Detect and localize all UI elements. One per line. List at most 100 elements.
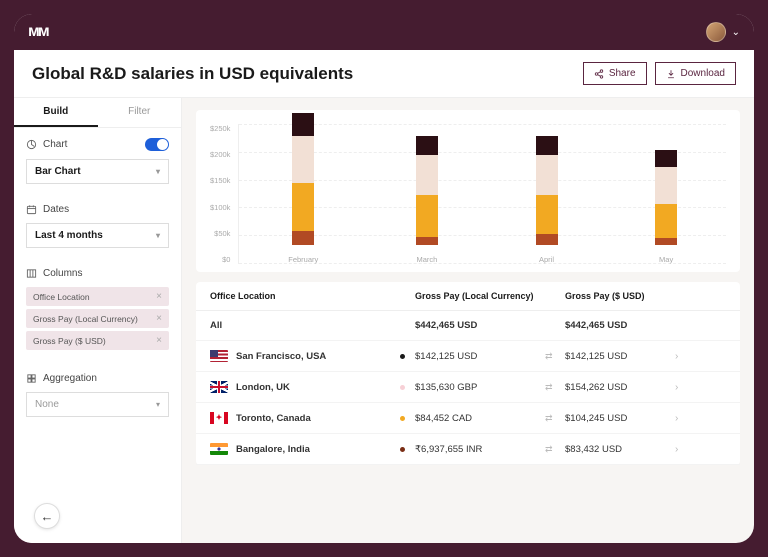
col-location: Office Location	[210, 291, 400, 301]
chart-type-select[interactable]: Bar Chart▾	[26, 159, 169, 184]
col-usd: Gross Pay ($ USD)	[565, 291, 675, 301]
bar-segment	[655, 204, 677, 239]
share-button[interactable]: Share	[583, 62, 647, 85]
bar-segment	[292, 136, 314, 184]
remove-chip-icon[interactable]: ×	[156, 313, 162, 324]
sidebar-tabs: Build Filter	[14, 98, 181, 128]
section-dates: Dates Last 4 months▾	[14, 194, 181, 258]
table-header: Office Location Gross Pay (Local Currenc…	[196, 282, 740, 311]
chevron-down-icon: ⌄	[732, 27, 740, 38]
column-chip[interactable]: Gross Pay (Local Currency)×	[26, 309, 169, 328]
swap-icon: ⇄	[545, 382, 565, 393]
salary-table: Office Location Gross Pay (Local Currenc…	[196, 282, 740, 465]
bar-stack[interactable]	[536, 136, 558, 245]
bar-segment	[416, 136, 438, 156]
swap-icon: ⇄	[545, 413, 565, 424]
swap-icon: ⇄	[545, 351, 565, 362]
cell-local: ₹6,937,655 INR	[415, 444, 545, 455]
cell-usd: $83,432 USD	[565, 444, 675, 455]
remove-chip-icon[interactable]: ×	[156, 335, 162, 346]
column-chip[interactable]: Gross Pay ($ USD)×	[26, 331, 169, 350]
section-columns: Columns Office Location×Gross Pay (Local…	[14, 258, 181, 363]
ytick: $0	[222, 255, 230, 264]
ytick: $250k	[210, 124, 230, 133]
col-local: Gross Pay (Local Currency)	[415, 291, 545, 301]
bar-segment	[655, 238, 677, 245]
chart-icon	[26, 139, 37, 150]
download-button[interactable]: Download	[655, 62, 736, 85]
chevron-right-icon: ›	[675, 413, 690, 424]
table-row[interactable]: ✦Toronto, Canada $84,452 CAD ⇄ $104,245 …	[196, 403, 740, 434]
cell-local: $135,630 GBP	[415, 382, 545, 393]
chart-yaxis: $250k$200k$150k$100k$50k$0	[210, 124, 238, 264]
remove-chip-icon[interactable]: ×	[156, 291, 162, 302]
series-dot	[400, 385, 415, 390]
cell-usd: $104,245 USD	[565, 413, 675, 424]
ytick: $200k	[210, 150, 230, 159]
share-icon	[594, 69, 604, 79]
xlabel: March	[416, 255, 437, 264]
chevron-down-icon: ▾	[156, 231, 160, 240]
table-row[interactable]: Bangalore, India ₹6,937,655 INR ⇄ $83,43…	[196, 434, 740, 465]
bar-stack[interactable]	[655, 150, 677, 245]
chevron-down-icon: ▾	[156, 400, 160, 409]
bar-column: March	[416, 136, 438, 264]
table-row[interactable]: San Francisco, USA $142,125 USD ⇄ $142,1…	[196, 341, 740, 372]
bar-segment	[536, 234, 558, 245]
chart-card: $250k$200k$150k$100k$50k$0 FebruaryMarch…	[196, 110, 740, 272]
cell-local: $84,452 CAD	[415, 413, 545, 424]
bar-segment	[416, 237, 438, 245]
bar-segment	[536, 155, 558, 194]
chevron-right-icon: ›	[675, 351, 690, 362]
cell-usd: $142,125 USD	[565, 351, 675, 362]
header-actions: Share Download	[583, 62, 736, 85]
bar-column: April	[536, 136, 558, 264]
page-title: Global R&D salaries in USD equivalents	[32, 64, 353, 84]
sidebar: Build Filter Chart Bar Chart▾ Dates Last…	[14, 98, 182, 543]
xlabel: May	[659, 255, 673, 264]
swap-icon: ⇄	[545, 444, 565, 455]
chart-toggle[interactable]	[145, 138, 169, 151]
cell-local: $142,125 USD	[415, 351, 545, 362]
date-range-select[interactable]: Last 4 months▾	[26, 223, 169, 248]
aggregation-select[interactable]: None▾	[26, 392, 169, 417]
download-icon	[666, 69, 676, 79]
tab-build[interactable]: Build	[14, 98, 98, 127]
cell-location: Bangalore, India	[210, 443, 400, 455]
cell-location: San Francisco, USA	[210, 350, 400, 362]
chart-plot: FebruaryMarchAprilMay	[238, 124, 726, 264]
bar-segment	[416, 195, 438, 237]
bar-column: May	[655, 150, 677, 264]
page-header: Global R&D salaries in USD equivalents S…	[14, 50, 754, 98]
topbar: ᴍᴍ ⌄	[14, 14, 754, 50]
column-chip[interactable]: Office Location×	[26, 287, 169, 306]
series-dot	[400, 354, 415, 359]
bar-stack[interactable]	[292, 113, 314, 245]
chevron-right-icon: ›	[675, 382, 690, 393]
bar-stack[interactable]	[416, 136, 438, 245]
chevron-down-icon: ▾	[156, 167, 160, 176]
tab-filter[interactable]: Filter	[98, 98, 182, 127]
bar-segment	[292, 113, 314, 135]
bar-segment	[536, 136, 558, 156]
section-chart: Chart Bar Chart▾	[14, 128, 181, 194]
bar-segment	[536, 195, 558, 234]
xlabel: April	[539, 255, 554, 264]
user-menu[interactable]: ⌄	[706, 22, 740, 42]
bar-segment	[655, 167, 677, 203]
series-dot	[400, 416, 415, 421]
chevron-right-icon: ›	[675, 444, 690, 455]
table-row-all[interactable]: All $442,465 USD $442,465 USD	[196, 311, 740, 341]
ytick: $50k	[214, 229, 230, 238]
cell-location: London, UK	[210, 381, 400, 393]
table-row[interactable]: London, UK $135,630 GBP ⇄ $154,262 USD ›	[196, 372, 740, 403]
series-dot	[400, 447, 415, 452]
bar-segment	[292, 231, 314, 245]
bar-segment	[292, 183, 314, 231]
content: $250k$200k$150k$100k$50k$0 FebruaryMarch…	[182, 98, 754, 543]
cell-location: ✦Toronto, Canada	[210, 412, 400, 424]
columns-icon	[26, 268, 37, 279]
bar-column: February	[288, 113, 318, 264]
app-window: ᴍᴍ ⌄ Global R&D salaries in USD equivale…	[14, 14, 754, 543]
back-button[interactable]: ←	[34, 503, 60, 529]
